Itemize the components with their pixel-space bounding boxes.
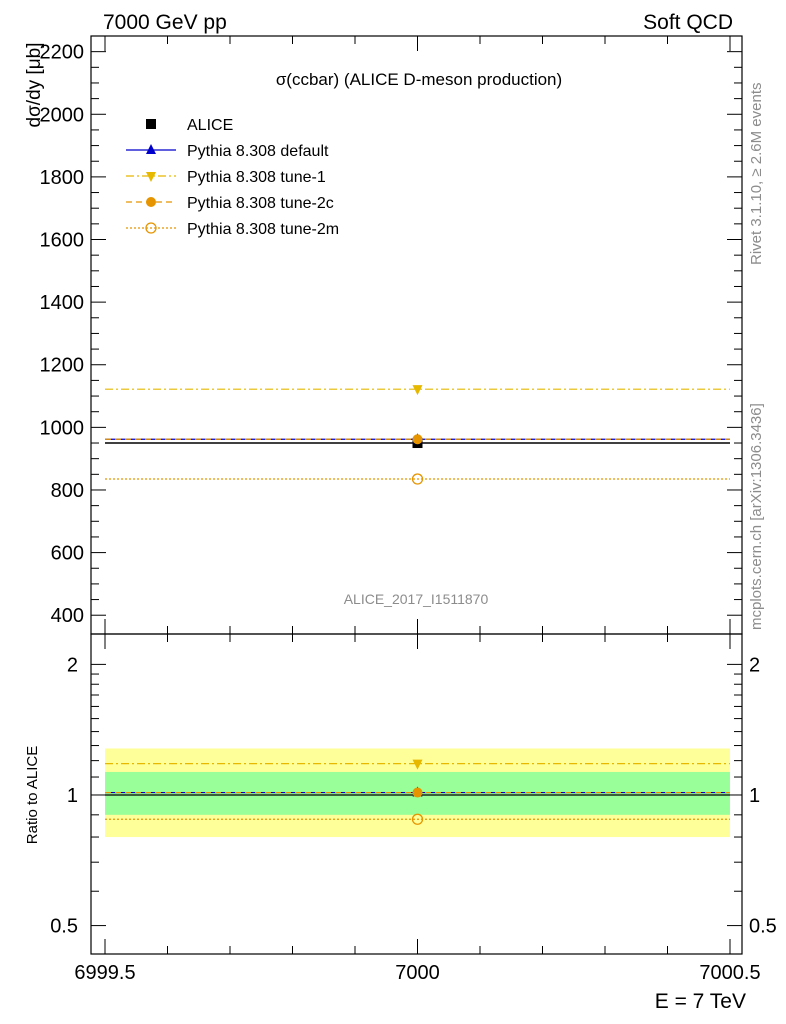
ratio-point-pythia-8-308-tune-1 (412, 759, 423, 770)
ratio-point-pythia-8-308-tune-2c (412, 787, 423, 798)
data-point-pythia-8-308-tune-2c (412, 434, 423, 445)
legend-entry-label: Pythia 8.308 default (187, 143, 329, 160)
x-axis-label: E = 7 TeV (655, 990, 746, 1013)
y-tick-label: 800 (51, 480, 84, 502)
x-tick-label: 7000.5 (699, 962, 760, 984)
y-tick-label: 1800 (40, 167, 85, 189)
y-tick-label: 1400 (40, 292, 85, 314)
legend-marker (146, 197, 156, 207)
y-tick-label-right: 1 (749, 785, 760, 807)
y-tick-label: 1200 (40, 355, 85, 377)
analysis-watermark: ALICE_2017_I1511870 (344, 591, 489, 607)
ratio-point-pythia-8-308-tune-2m (411, 813, 424, 825)
y-tick-label: 2000 (40, 104, 85, 126)
x-tick-label: 7000 (395, 962, 440, 984)
data-point-pythia-8-308-tune-2m (411, 473, 424, 485)
legend-marker (146, 144, 156, 154)
legend: ALICE Pythia 8.308 default Pythia 8.308 tu… (126, 117, 339, 238)
legend-entry-label: Pythia 8.308 tune-1 (187, 169, 326, 186)
ratio-plot-frame (90, 633, 743, 955)
y-tick-label: 1 (67, 785, 78, 807)
header-left: 7000 GeV pp (103, 11, 227, 34)
x-tick-label: 6999.5 (74, 962, 135, 984)
y-tick-label-right: 0.5 (749, 916, 777, 938)
y-axis-label: dσ/dy [μb] (24, 43, 45, 128)
legend-entry-label: Pythia 8.308 tune-2m (187, 221, 339, 238)
header-right: Soft QCD (643, 11, 733, 34)
data-point-pythia-8-308-tune-1 (412, 385, 423, 396)
y-tick-label: 0.5 (50, 916, 78, 938)
legend-marker (146, 172, 156, 182)
legend-entry-label: ALICE (187, 117, 233, 134)
mcplots-reference-label: mcplots.cern.ch [arXiv:1306.3436] (748, 403, 765, 630)
legend-entry-label: Pythia 8.308 tune-2c (187, 195, 334, 212)
y-tick-label: 1600 (40, 230, 85, 252)
ratio-y-axis-label: Ratio to ALICE (24, 746, 41, 844)
y-tick-label: 2200 (40, 42, 85, 64)
rivet-version-label: Rivet 3.1.10, ≥ 2.6M events (748, 83, 765, 266)
chart-title: σ(ccbar) (ALICE D-meson production) (276, 70, 562, 89)
y-tick-label: 600 (51, 543, 84, 565)
legend-marker (146, 119, 156, 129)
main-plot-panel: 400 600 800 1000 1200 1400 1600 1800 2000 2200 σ(… (24, 35, 743, 635)
ratio-plot-panel: 0.5 0.5 1 1 2 2 6999.5 7000 7000.5 Ratio to ALIC… (24, 633, 777, 1013)
y-tick-label: 1000 (40, 417, 85, 439)
y-tick-label-right: 2 (749, 654, 760, 676)
legend-marker (145, 222, 157, 234)
y-tick-label: 2 (67, 654, 78, 676)
y-tick-label: 400 (51, 605, 84, 627)
